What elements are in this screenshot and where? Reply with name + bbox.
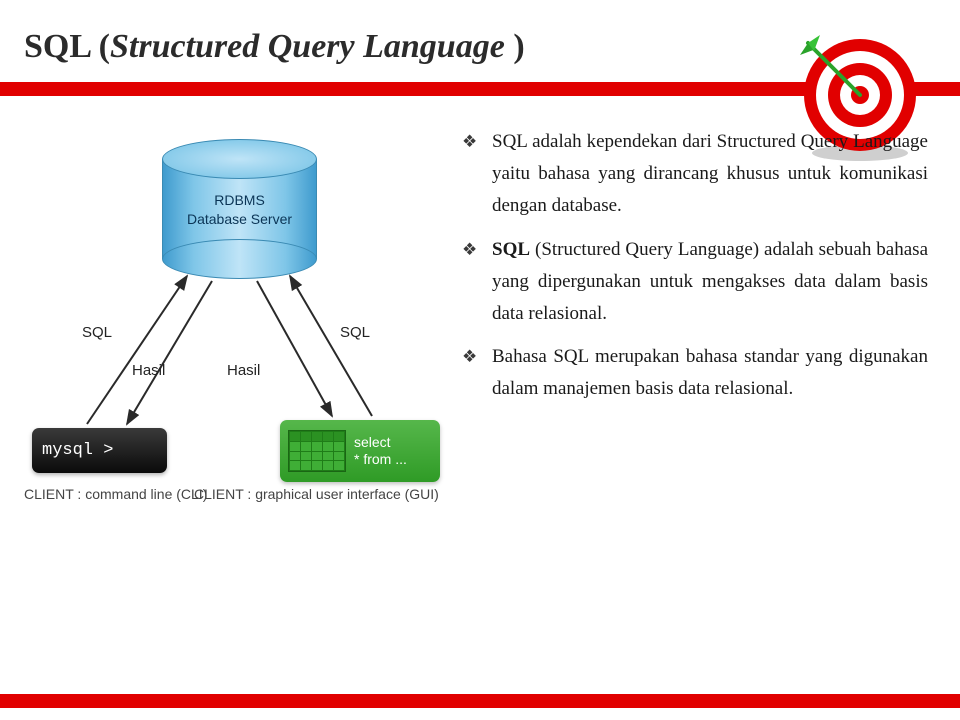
cli-node: mysql >	[32, 428, 167, 473]
cli-node-label: mysql >	[42, 441, 113, 460]
architecture-diagram: RDBMS Database Server SQL Hasil Hasil SQ…	[32, 126, 442, 556]
db-node: RDBMS Database Server	[162, 139, 317, 274]
gui-node-label: select * from ...	[354, 434, 407, 468]
db-node-label: RDBMS Database Server	[162, 191, 317, 229]
title-italic: Structured Query Language	[110, 28, 513, 65]
list-item: SQL adalah kependekan dari Structured Qu…	[462, 126, 928, 222]
list-item: SQL (Structured Query Language) adalah s…	[462, 234, 928, 330]
cli-caption: CLIENT : command line (CLI)	[24, 486, 207, 502]
list-item: Bahasa SQL merupakan bahasa standar yang…	[462, 341, 928, 405]
gui-node: select * from ...	[280, 420, 440, 482]
edge-label-sql-left: SQL	[82, 324, 112, 341]
bullet-list: SQL adalah kependekan dari Structured Qu…	[462, 126, 928, 556]
divider-bottom	[0, 694, 960, 708]
edge-label-hasil-right: Hasil	[227, 362, 260, 379]
title-suffix: )	[513, 28, 524, 65]
title-prefix: SQL (	[24, 28, 110, 65]
edge-label-sql-right: SQL	[340, 324, 370, 341]
table-icon	[288, 430, 346, 472]
gui-caption: CLIENT : graphical user interface (GUI)	[194, 486, 439, 502]
edge-label-hasil-left: Hasil	[132, 362, 165, 379]
